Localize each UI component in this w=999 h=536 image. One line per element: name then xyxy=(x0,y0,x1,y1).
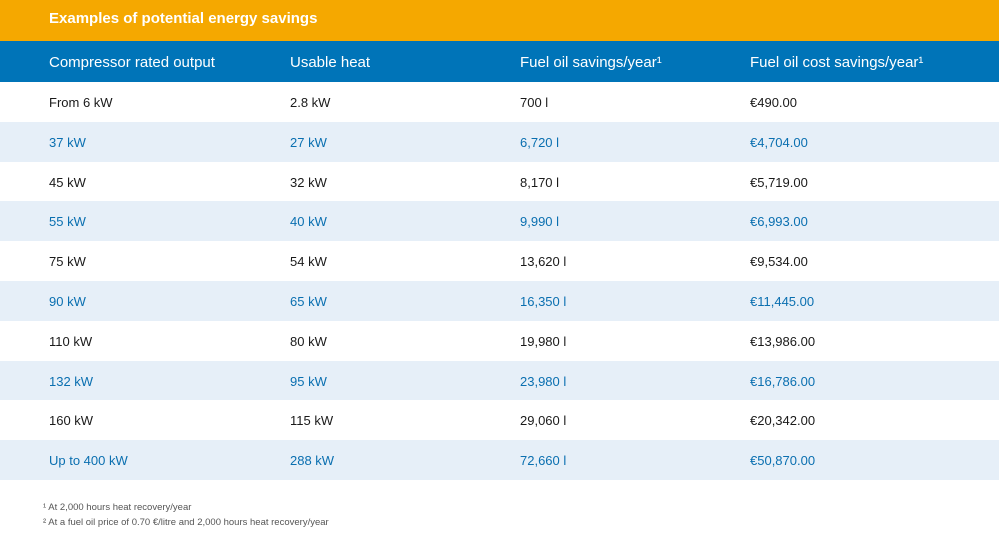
cell-fuel-oil-savings: 16,350 l xyxy=(520,293,567,309)
table-header: Compressor rated output Usable heat Fuel… xyxy=(0,41,999,82)
table-row: 75 kW 54 kW 13,620 l €9,534.00 xyxy=(0,241,999,281)
cell-fuel-oil-cost-savings: €11,445.00 xyxy=(750,293,815,309)
footnote-2: ² At a fuel oil price of 0.70 €/litre an… xyxy=(43,517,329,528)
header-fuel-oil-savings: Fuel oil savings/year¹ xyxy=(520,54,662,71)
cell-fuel-oil-savings: 29,060 l xyxy=(520,413,567,429)
cell-compressor-output: 132 kW xyxy=(49,373,94,389)
cell-usable-heat: 27 kW xyxy=(290,134,327,150)
table-row: Up to 400 kW 288 kW 72,660 l €50,870.00 xyxy=(0,440,999,480)
header-compressor-rated-output: Compressor rated output xyxy=(49,54,215,71)
cell-fuel-oil-savings: 19,980 l xyxy=(520,333,567,349)
title-bar: Examples of potential energy savings xyxy=(0,0,999,41)
cell-compressor-output: Up to 400 kW xyxy=(49,453,128,469)
table-row: From 6 kW 2.8 kW 700 l €490.00 xyxy=(0,82,999,122)
cell-fuel-oil-cost-savings: €490.00 xyxy=(750,95,797,110)
cell-compressor-output: 37 kW xyxy=(49,134,86,150)
cell-usable-heat: 2.8 kW xyxy=(290,95,331,110)
cell-fuel-oil-cost-savings: €6,993.00 xyxy=(750,214,808,230)
cell-fuel-oil-cost-savings: €9,534.00 xyxy=(750,254,808,270)
cell-compressor-output: 45 kW xyxy=(49,174,86,190)
table-row: 37 kW 27 kW 6,720 l €4,704.00 xyxy=(0,121,999,162)
footnotes: ¹ At 2,000 hours heat recovery/year ² At… xyxy=(43,500,329,530)
cell-compressor-output: 75 kW xyxy=(49,254,86,270)
cell-compressor-output: 160 kW xyxy=(49,413,94,429)
cell-usable-heat: 115 kW xyxy=(290,413,334,429)
cell-usable-heat: 65 kW xyxy=(290,293,327,309)
cell-compressor-output: 90 kW xyxy=(49,293,86,309)
cell-fuel-oil-cost-savings: €50,870.00 xyxy=(750,453,816,469)
header-fuel-oil-cost-savings: Fuel oil cost savings/year¹ xyxy=(750,54,924,71)
table-title: Examples of potential energy savings xyxy=(49,10,318,27)
cell-fuel-oil-cost-savings: €5,719.00 xyxy=(750,174,808,190)
cell-compressor-output: 55 kW xyxy=(49,214,86,230)
cell-fuel-oil-savings: 72,660 l xyxy=(520,453,567,469)
cell-fuel-oil-cost-savings: €20,342.00 xyxy=(750,413,816,429)
table-row: 90 kW 65 kW 16,350 l €11,445.00 xyxy=(0,280,999,321)
cell-usable-heat: 95 kW xyxy=(290,373,327,389)
table-row: 45 kW 32 kW 8,170 l €5,719.00 xyxy=(0,162,999,202)
table-row: 110 kW 80 kW 19,980 l €13,986.00 xyxy=(0,321,999,361)
footnote-1: ¹ At 2,000 hours heat recovery/year xyxy=(43,502,192,513)
cell-fuel-oil-savings: 23,980 l xyxy=(520,373,567,389)
cell-fuel-oil-savings: 8,170 l xyxy=(520,174,560,190)
table-row: 160 kW 115 kW 29,060 l €20,342.00 xyxy=(0,400,999,440)
cell-fuel-oil-savings: 700 l xyxy=(520,95,549,110)
table-row: 55 kW 40 kW 9,990 l €6,993.00 xyxy=(0,201,999,242)
cell-usable-heat: 288 kW xyxy=(290,453,335,469)
cell-fuel-oil-savings: 9,990 l xyxy=(520,214,560,230)
cell-usable-heat: 40 kW xyxy=(290,214,327,230)
cell-usable-heat: 54 kW xyxy=(290,254,327,270)
cell-compressor-output: From 6 kW xyxy=(49,95,113,110)
header-usable-heat: Usable heat xyxy=(290,54,371,71)
cell-fuel-oil-cost-savings: €16,786.00 xyxy=(750,373,816,389)
cell-fuel-oil-savings: 13,620 l xyxy=(520,254,567,270)
cell-compressor-output: 110 kW xyxy=(49,333,93,349)
cell-fuel-oil-savings: 6,720 l xyxy=(520,134,560,150)
cell-fuel-oil-cost-savings: €4,704.00 xyxy=(750,134,808,150)
cell-usable-heat: 32 kW xyxy=(290,174,327,190)
table-body: From 6 kW 2.8 kW 700 l €490.00 37 kW 27 … xyxy=(0,82,999,480)
table-row: 132 kW 95 kW 23,980 l €16,786.00 xyxy=(0,360,999,401)
cell-usable-heat: 80 kW xyxy=(290,333,327,349)
cell-fuel-oil-cost-savings: €13,986.00 xyxy=(750,333,816,349)
